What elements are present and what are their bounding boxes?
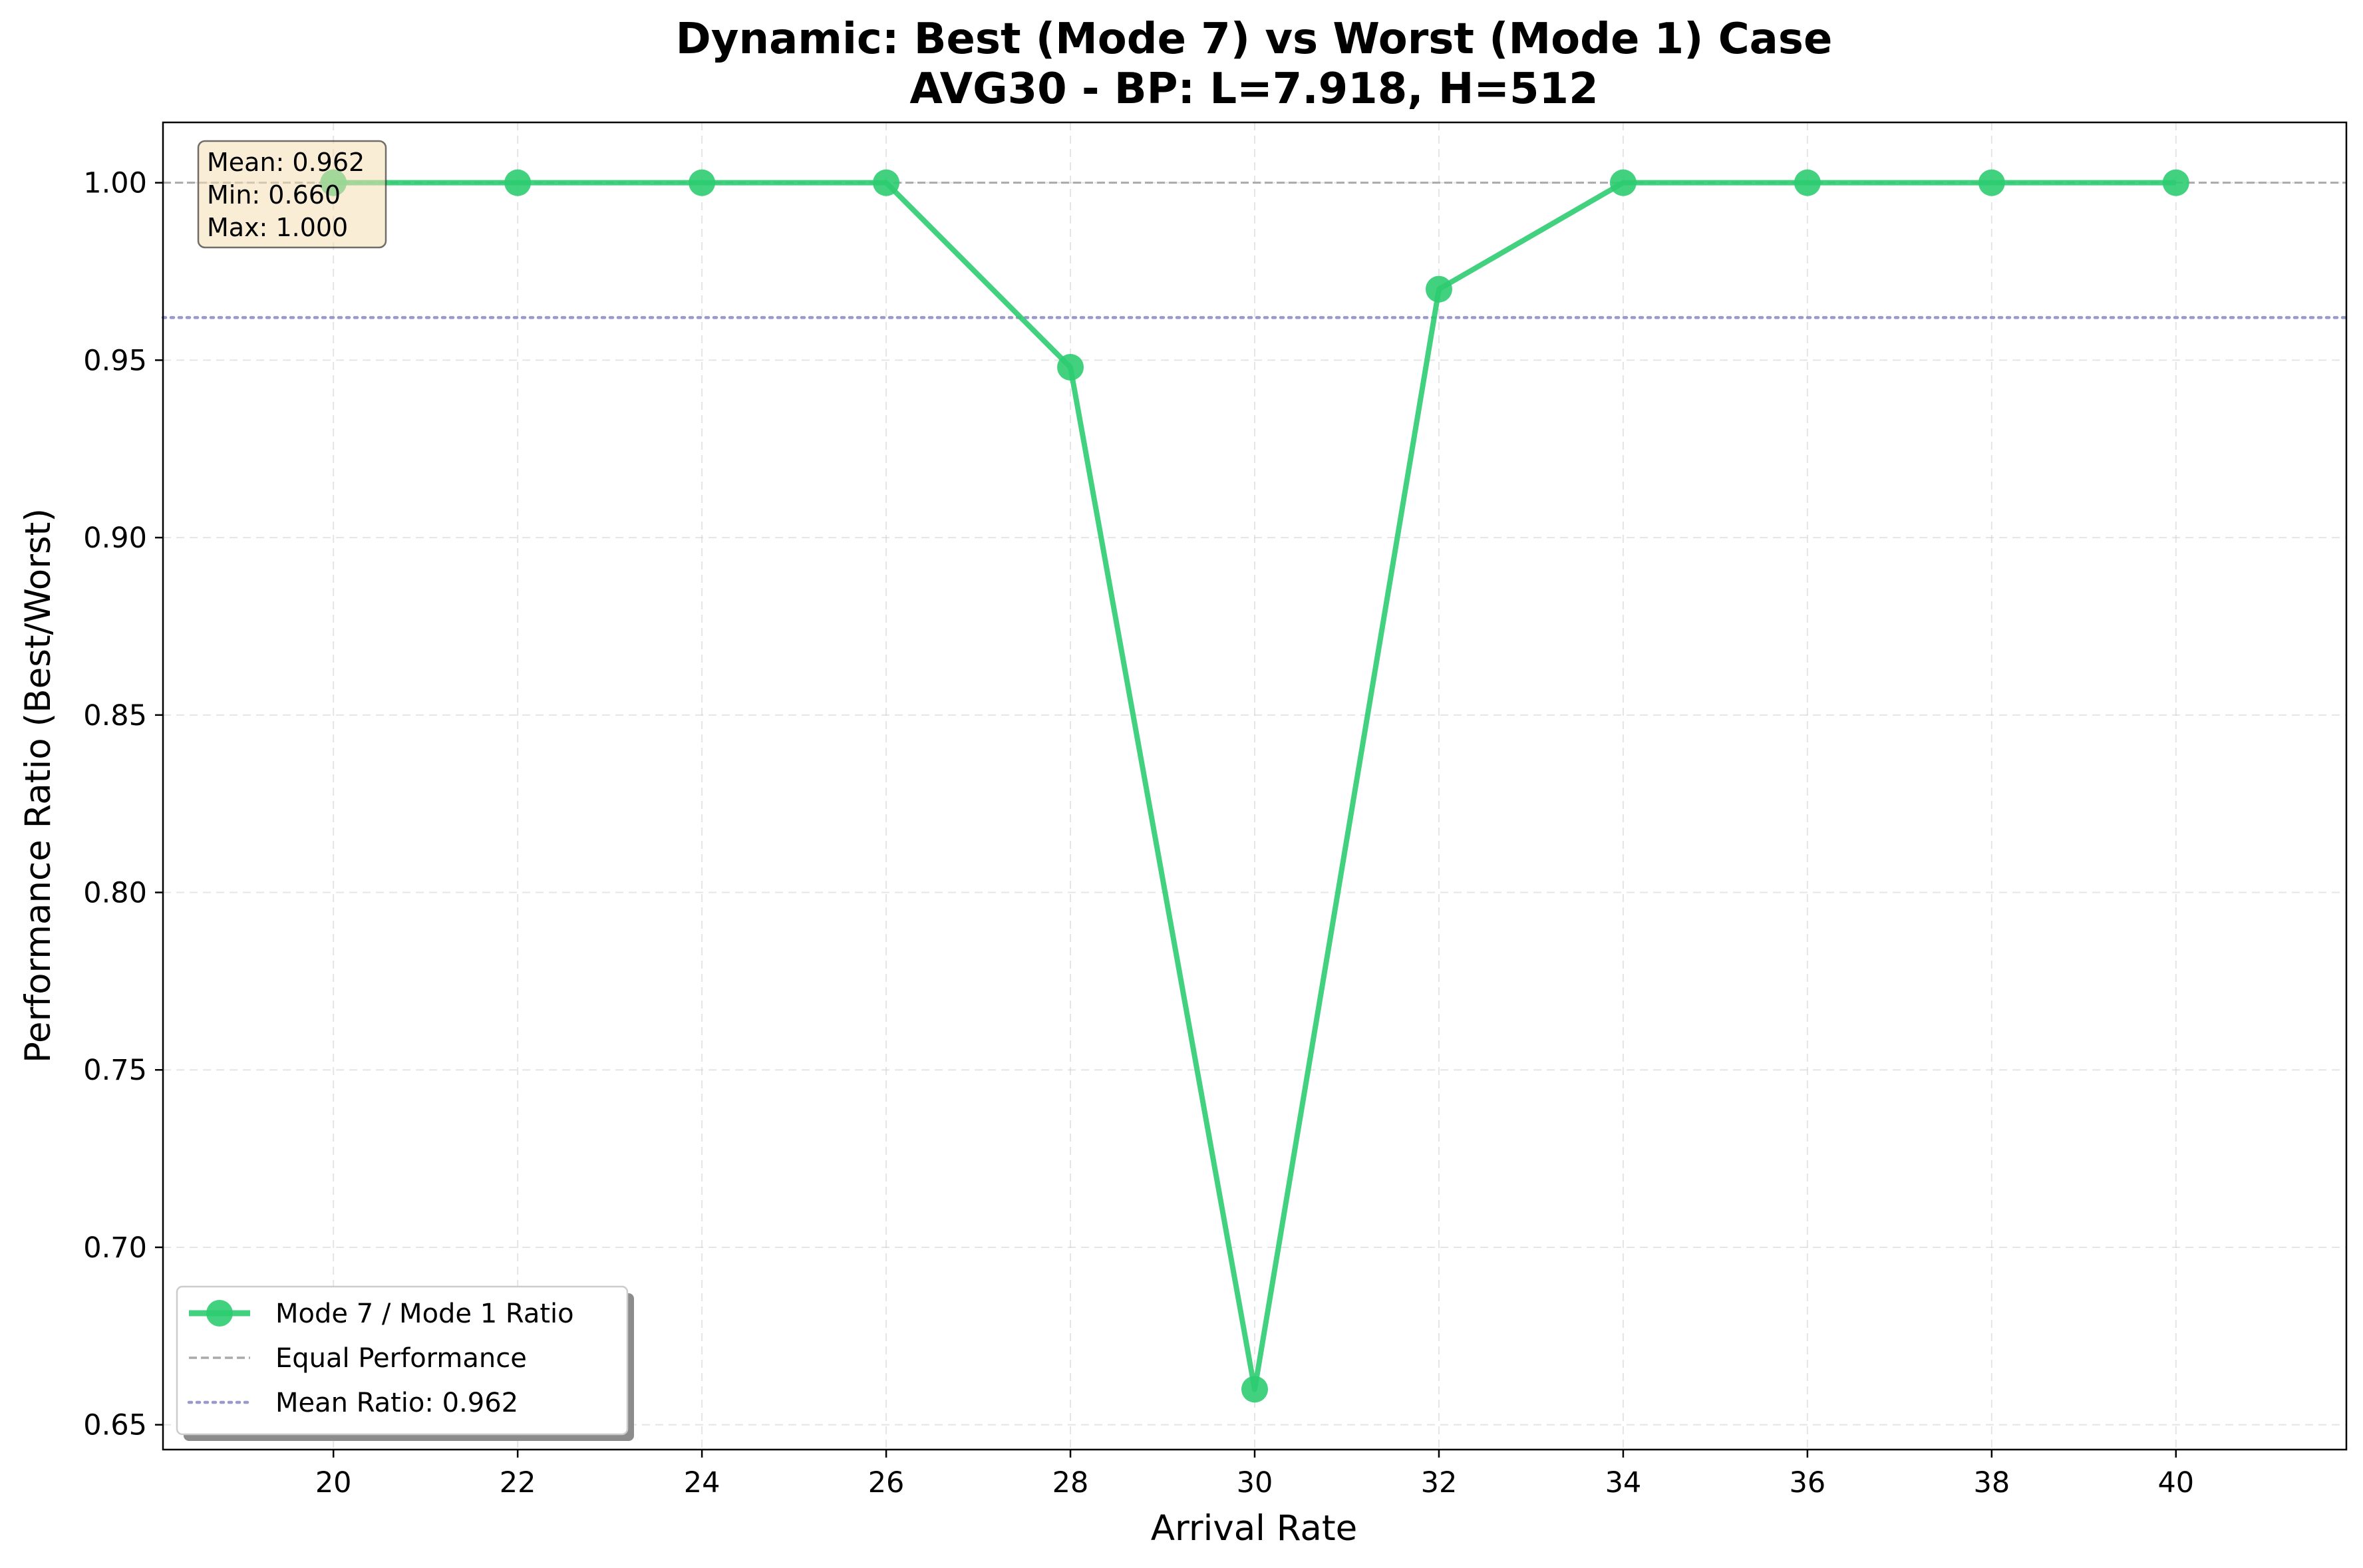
y-tick-label: 1.00 — [83, 167, 147, 200]
x-tick-label: 22 — [500, 1466, 536, 1499]
y-tick-label: 0.65 — [83, 1409, 147, 1442]
legend-box — [176, 1285, 629, 1436]
legend: Mode 7 / Mode 1 Ratio Equal Performance … — [176, 1285, 634, 1441]
y-axis-label: Performance Ratio (Best/Worst) — [18, 508, 59, 1063]
data-point — [1978, 169, 2005, 196]
data-point — [1057, 354, 1084, 381]
x-tick-label: 32 — [1421, 1466, 1458, 1499]
data-point — [504, 169, 532, 196]
data-point — [689, 169, 716, 196]
data-point — [1241, 1376, 1268, 1403]
x-tick-label: 20 — [315, 1466, 352, 1499]
y-tick-label: 0.75 — [83, 1054, 147, 1087]
x-tick-label: 40 — [2157, 1466, 2194, 1499]
chart-title-line2: AVG30 - BP: L=7.918, H=512 — [909, 65, 1598, 114]
stats-max: Max: 1.000 — [207, 213, 348, 242]
y-tick-label: 0.70 — [83, 1231, 147, 1265]
data-point — [1425, 275, 1452, 303]
series-layer — [320, 169, 2189, 1403]
grid — [163, 122, 2346, 1450]
x-tick-label: 26 — [868, 1466, 905, 1499]
x-axis-label: Arrival Rate — [1151, 1508, 1358, 1549]
x-tick-label: 38 — [1973, 1466, 2010, 1499]
x-tick-label: 30 — [1237, 1466, 1273, 1499]
y-tick-label: 0.85 — [83, 699, 147, 732]
data-point — [873, 169, 900, 196]
stats-mean: Mean: 0.962 — [207, 148, 365, 177]
data-point — [1609, 169, 1637, 196]
legend-marker-ratio-icon — [206, 1300, 233, 1327]
legend-entry-equal: Equal Performance — [275, 1343, 527, 1374]
x-tick-label: 34 — [1605, 1466, 1642, 1499]
stats-box: Mean: 0.962 Min: 0.660 Max: 1.000 — [197, 140, 387, 249]
x-tick-label: 28 — [1052, 1466, 1089, 1499]
y-axis-ticks: 0.65 0.70 0.75 0.80 0.85 0.90 0.95 1.00 — [83, 167, 163, 1442]
data-point — [1794, 169, 1821, 196]
stats-min: Min: 0.660 — [207, 180, 341, 210]
data-point — [2162, 169, 2189, 196]
y-tick-label: 0.90 — [83, 522, 147, 555]
x-tick-label: 24 — [684, 1466, 720, 1499]
y-tick-label: 0.80 — [83, 877, 147, 910]
legend-entry-mean: Mean Ratio: 0.962 — [275, 1388, 518, 1418]
x-tick-label: 36 — [1790, 1466, 1826, 1499]
x-axis-ticks: 20 22 24 26 28 30 32 34 36 38 40 — [315, 1450, 2194, 1499]
legend-entry-ratio: Mode 7 / Mode 1 Ratio — [275, 1299, 574, 1329]
stats-box-background — [197, 140, 387, 249]
chart-title-line1: Dynamic: Best (Mode 7) vs Worst (Mode 1)… — [676, 15, 1833, 64]
y-tick-label: 0.95 — [83, 344, 147, 377]
